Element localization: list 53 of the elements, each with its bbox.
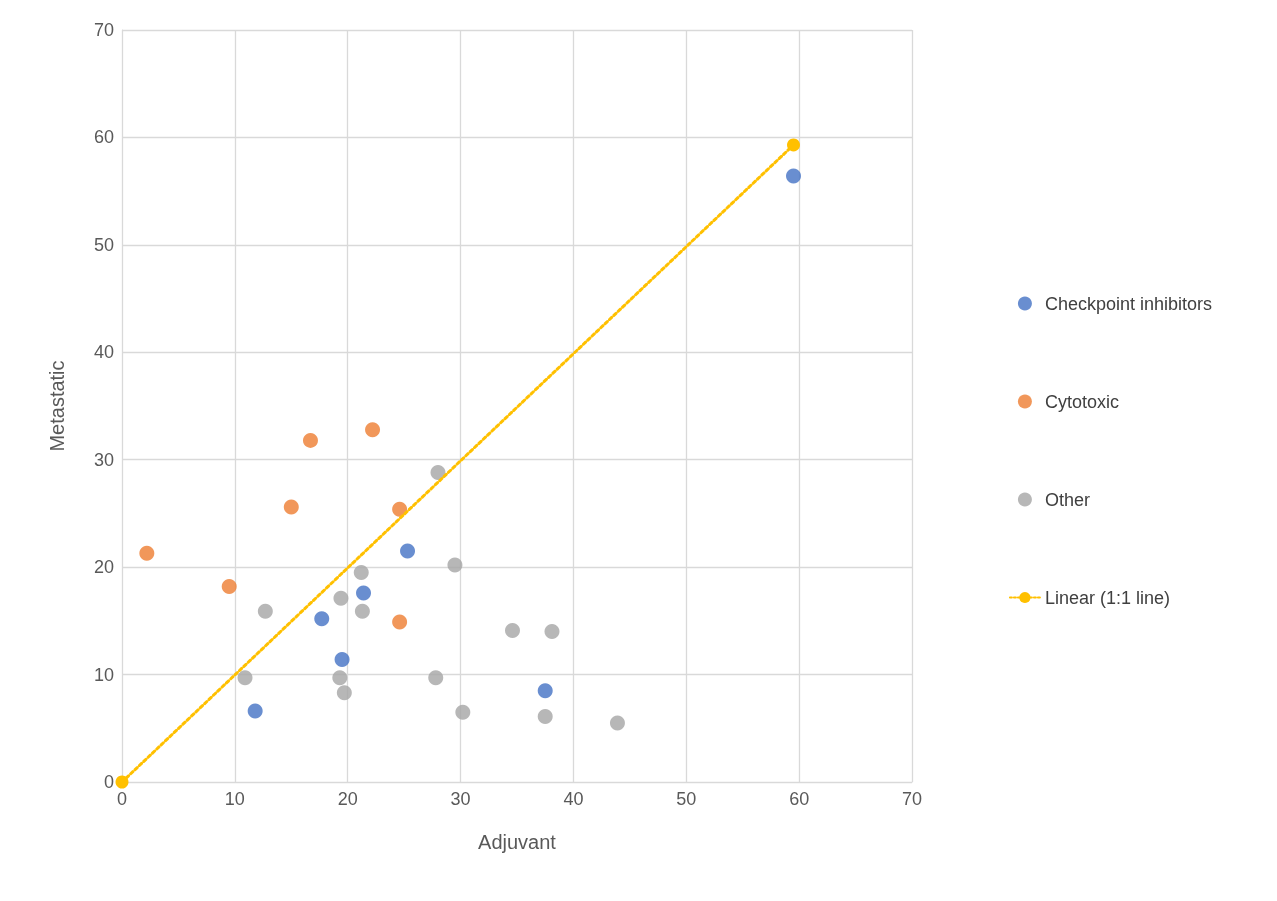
x-axis-title: Adjuvant: [478, 831, 557, 853]
point: [365, 422, 381, 438]
legend-label: Checkpoint inhibitors: [1044, 293, 1212, 314]
y-tick-label: 60: [93, 127, 114, 148]
y-tick-label: 0: [103, 772, 114, 792]
point: [609, 715, 625, 731]
y-tick-label: 20: [93, 557, 114, 578]
x-tick-label: 20: [337, 789, 358, 809]
point: [314, 611, 330, 627]
point: [447, 557, 463, 573]
y-tick-label: 70: [93, 20, 114, 40]
point: [544, 624, 560, 640]
point: [353, 565, 369, 581]
x-tick-label: 60: [789, 789, 810, 809]
point: [354, 603, 370, 619]
point: [139, 545, 155, 561]
point: [237, 670, 253, 686]
point: [221, 578, 237, 594]
point: [302, 432, 318, 448]
y-tick-label: 10: [93, 664, 114, 685]
point: [115, 775, 129, 789]
y-tick-label: 50: [93, 234, 114, 255]
point: [505, 623, 520, 639]
point: [333, 590, 349, 606]
point: [455, 704, 471, 720]
point: [247, 703, 263, 719]
x-tick-label: 50: [676, 789, 697, 809]
point: [336, 685, 352, 701]
x-tick-label: 10: [224, 789, 245, 809]
point: [537, 708, 553, 724]
point: [787, 138, 800, 152]
legend-label: Linear (1:1 line): [1044, 587, 1170, 608]
point: [257, 603, 273, 619]
point: [786, 168, 801, 184]
point: [356, 585, 372, 601]
x-tick-label: 40: [563, 789, 584, 809]
point: [392, 614, 408, 630]
y-tick-label: 30: [93, 449, 114, 470]
point: [537, 683, 553, 699]
point: [430, 465, 446, 481]
legend-label: Other: [1044, 489, 1090, 510]
legend-label: Cytotoxic: [1044, 391, 1119, 412]
point: [428, 670, 444, 686]
x-tick-label: 70: [901, 789, 923, 809]
y-tick-label: 40: [93, 342, 114, 363]
point: [334, 652, 350, 668]
point: [392, 501, 408, 517]
point: [332, 670, 348, 686]
y-axis-title: Metastatic: [46, 360, 68, 452]
x-tick-label: 30: [450, 789, 471, 809]
x-tick-label: 0: [116, 789, 128, 809]
point: [400, 543, 416, 559]
point: [283, 499, 299, 515]
